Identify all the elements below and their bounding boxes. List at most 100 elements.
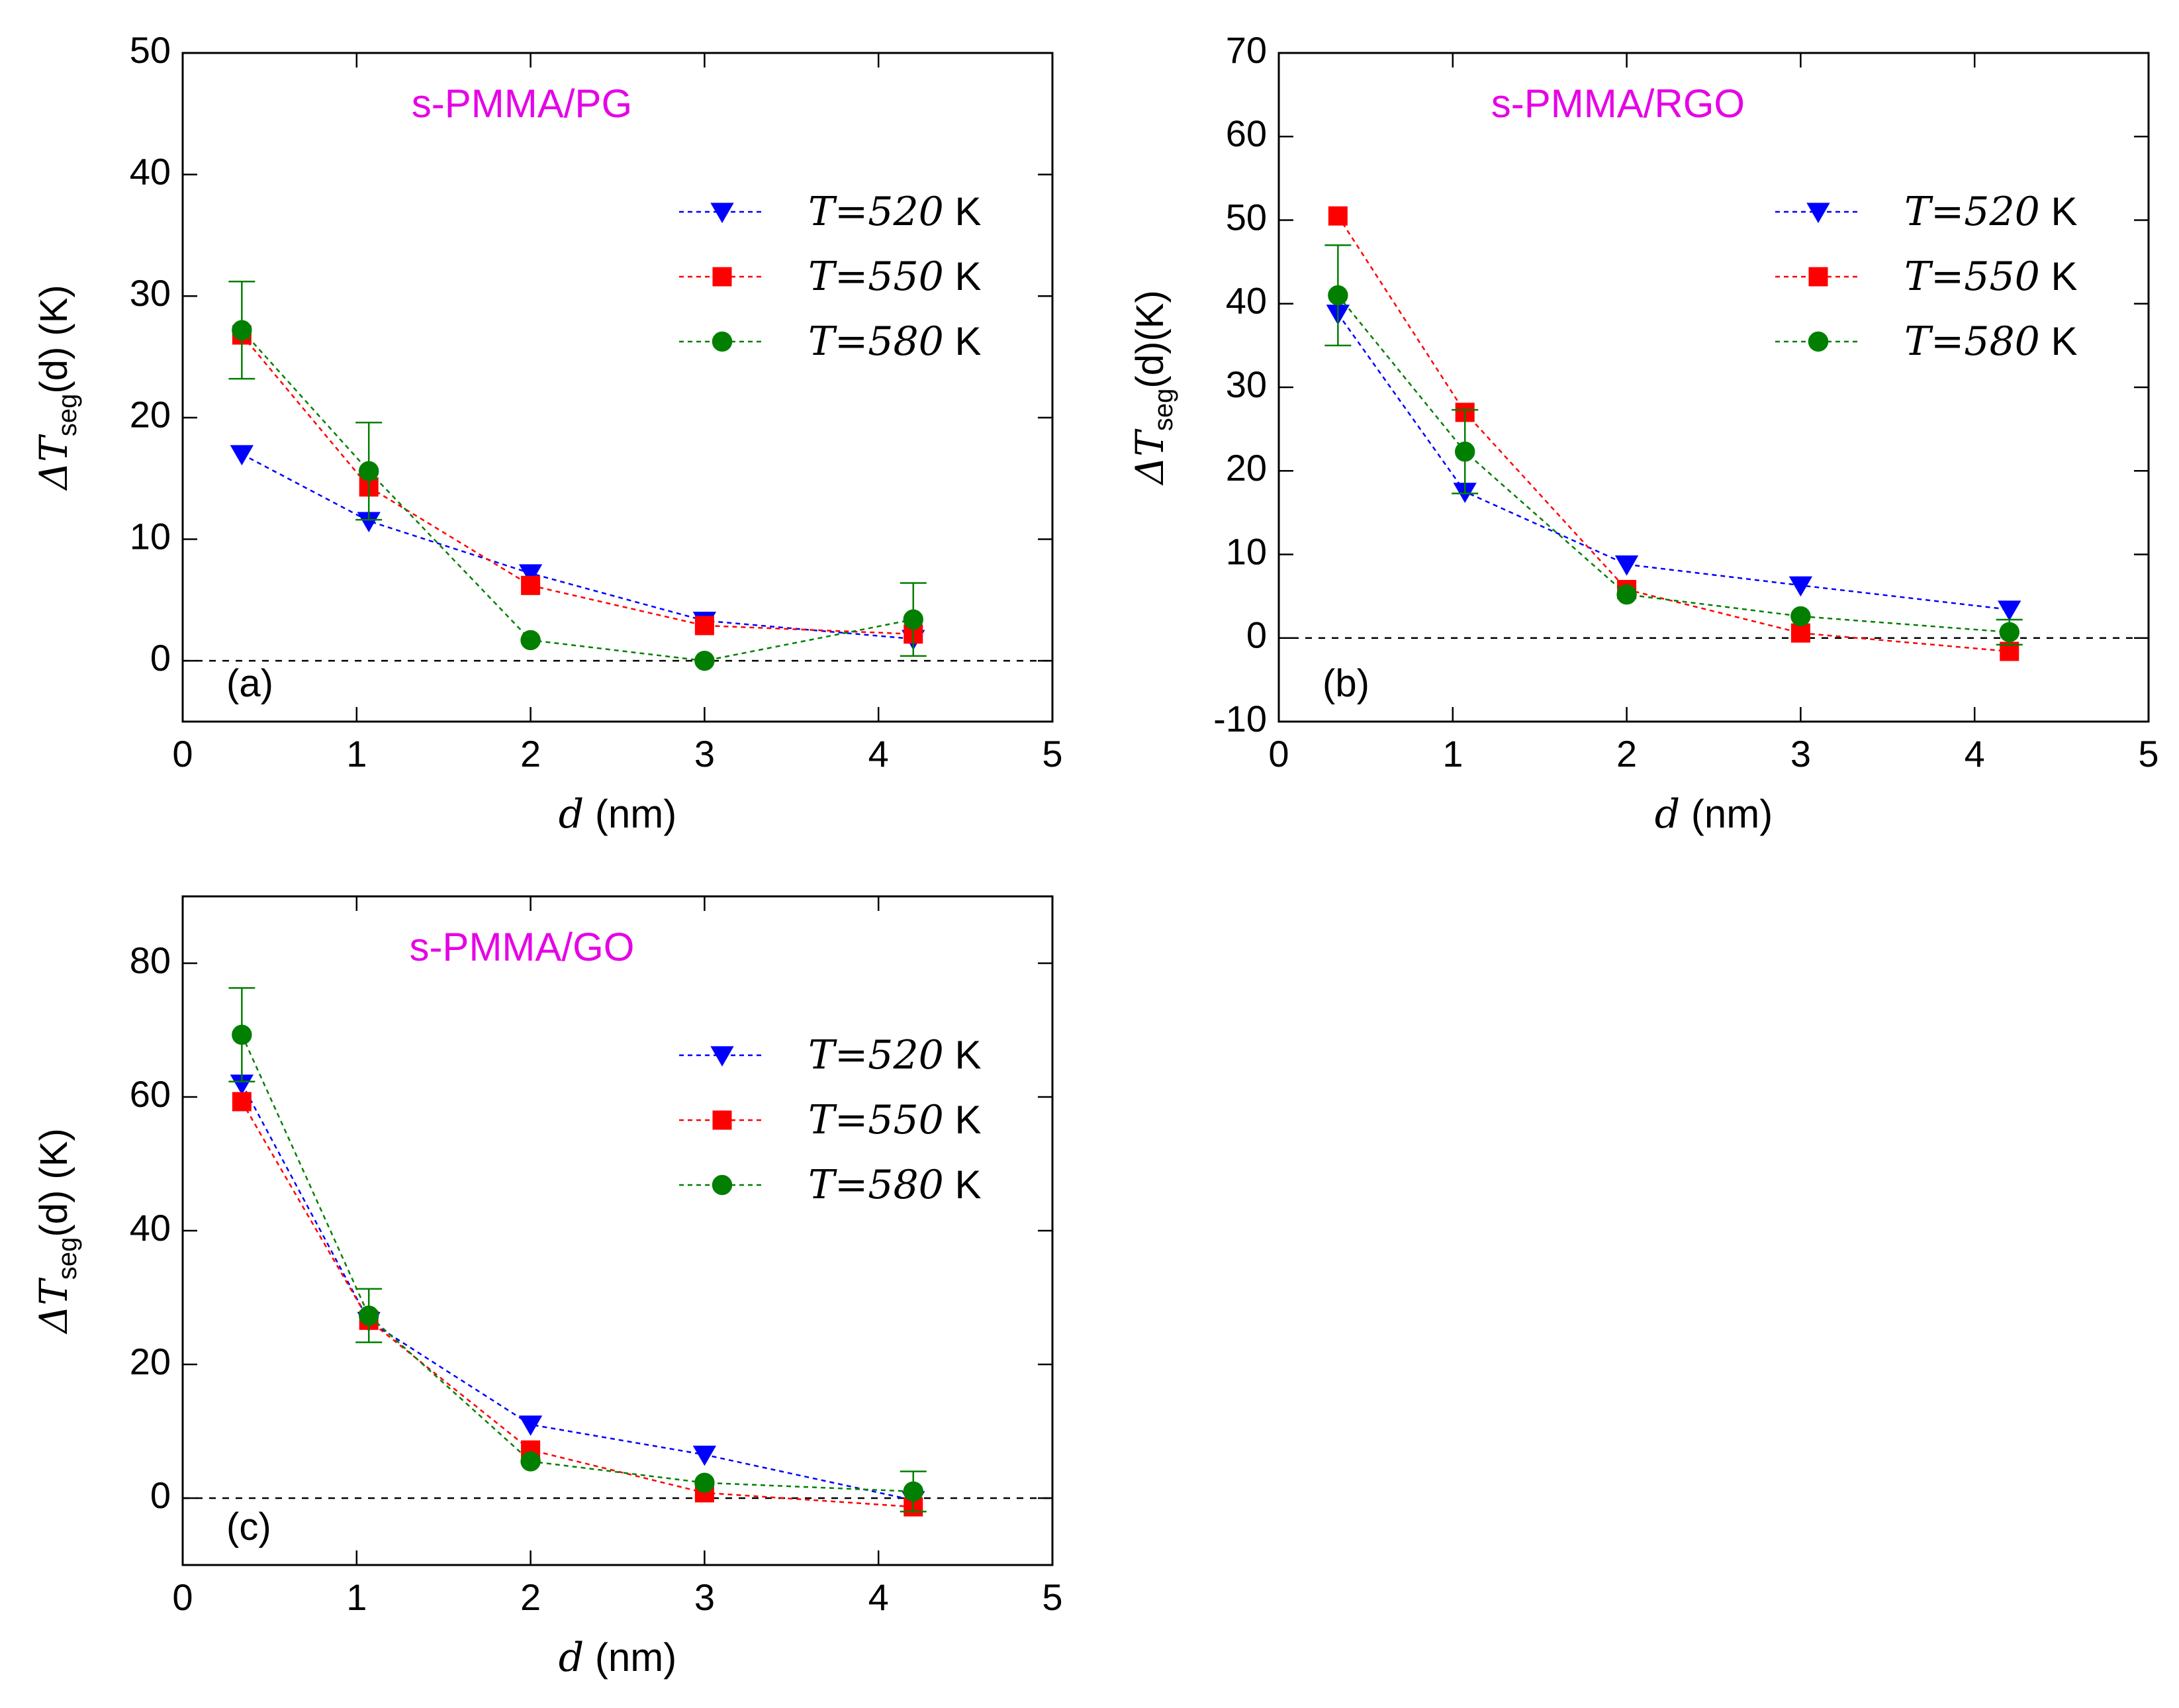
legend-label: T=520 K	[808, 1032, 982, 1078]
legend-label-part: =550	[835, 1097, 944, 1143]
y-tick-label: 70	[1226, 29, 1267, 71]
data-point	[521, 575, 541, 595]
series-line	[241, 329, 914, 662]
legend-label-part: T	[808, 1162, 837, 1208]
y-label-sub: seg	[1149, 389, 1178, 432]
data-point	[1328, 285, 1348, 306]
legend-label-part: T	[1904, 318, 1933, 365]
x-tick-label: 1	[1442, 733, 1463, 775]
legend-label-part: =550	[1931, 254, 2040, 300]
data-point	[520, 1451, 541, 1472]
legend: T=520 KT=550 KT=580 K	[679, 189, 982, 365]
y-tick-label: 0	[1246, 614, 1267, 656]
y-label-sub: seg	[53, 394, 82, 437]
legend: T=520 KT=550 KT=580 K	[1775, 189, 2078, 365]
plot-frame	[1277, 52, 2150, 723]
x-label-var: d	[1655, 791, 1680, 837]
y-tick-label: 40	[1226, 280, 1267, 322]
y-tick-label: 20	[130, 1341, 171, 1382]
legend-label: T=520 K	[808, 189, 982, 235]
series-square	[232, 325, 923, 644]
legend-marker	[712, 267, 732, 287]
x-tick-label: 2	[1616, 733, 1637, 775]
panel-label: (a)	[226, 662, 273, 705]
panel-annotation: s-PMMA/RGO	[1491, 81, 1745, 126]
y-tick-label: 10	[1226, 530, 1267, 572]
y-axis-label: ΔTseg(d) (K)	[31, 285, 82, 491]
x-tick-label: 4	[1965, 733, 1985, 775]
data-point	[230, 445, 254, 465]
legend-label-part: K	[2040, 189, 2078, 234]
y-tick-label: 20	[130, 394, 171, 436]
x-axis-label: d (nm)	[559, 1635, 676, 1681]
x-tick-label: 2	[520, 1576, 541, 1618]
y-tick-label: 10	[130, 515, 171, 557]
legend-label-part: T	[808, 254, 837, 300]
legend-marker	[1808, 267, 1828, 287]
data-point	[358, 1305, 379, 1326]
y-label-main: ΔT	[1127, 428, 1172, 486]
legend-label-part: T	[808, 1032, 837, 1078]
x-tick-label: 5	[1042, 1576, 1062, 1618]
legend-label-part: K	[944, 1162, 982, 1207]
series-line	[241, 453, 913, 640]
legend-marker	[712, 1110, 732, 1130]
data-point	[358, 461, 379, 481]
y-tick-label: 60	[1226, 113, 1267, 154]
data-point	[692, 1445, 717, 1466]
y-tick-label: 80	[130, 939, 171, 981]
x-label-var: d	[559, 1635, 584, 1681]
legend: T=520 KT=550 KT=580 K	[679, 1032, 982, 1208]
data-point	[1790, 623, 1810, 643]
legend-label-part: =520	[835, 1032, 944, 1078]
legend-label-part: T	[1904, 189, 1933, 235]
legend-label: T=550 K	[1904, 254, 2078, 300]
y-label-main: ΔT	[31, 1277, 76, 1335]
x-label-rest: (nm)	[584, 792, 676, 836]
x-tick-label: 1	[346, 1576, 367, 1618]
data-point	[520, 630, 541, 651]
data-point	[1999, 622, 2019, 643]
x-tick-label: 4	[868, 733, 889, 775]
panel-label: (c)	[226, 1505, 271, 1548]
data-point	[1998, 600, 2021, 621]
legend-label: T=580 K	[1904, 318, 2078, 365]
y-label-main: ΔT	[31, 434, 76, 491]
y-tick-label: 30	[130, 272, 171, 314]
series-circle	[228, 280, 927, 671]
x-label-rest: (nm)	[584, 1635, 676, 1680]
legend-label-part: K	[944, 1033, 982, 1077]
legend-marker	[712, 1174, 733, 1196]
x-tick-label: 1	[346, 733, 367, 775]
y-tick-label: 30	[1226, 363, 1267, 405]
y-tick-label: 0	[150, 1474, 171, 1516]
x-tick-label: 0	[1268, 733, 1289, 775]
legend-label-part: T	[808, 1097, 837, 1143]
y-tick-label: 60	[130, 1073, 171, 1115]
data-point	[1616, 584, 1637, 605]
x-tick-label: 4	[868, 1576, 889, 1618]
legend-label: T=550 K	[808, 1097, 982, 1143]
data-point	[1788, 576, 1813, 597]
y-tick-label: -10	[1213, 698, 1267, 739]
x-tick-label: 0	[172, 733, 193, 775]
data-point	[518, 564, 543, 585]
legend-marker	[1808, 331, 1829, 352]
y-tick-label: 50	[1226, 196, 1267, 238]
panel-annotation: s-PMMA/GO	[409, 925, 634, 969]
series-square	[232, 1092, 923, 1517]
y-label-sub: seg	[53, 1237, 82, 1280]
legend-label-part: K	[944, 1098, 982, 1142]
x-tick-label: 2	[520, 733, 541, 775]
legend-marker	[712, 331, 733, 352]
legend-marker	[710, 203, 734, 223]
data-point	[518, 1415, 543, 1436]
series-triangle-down	[230, 445, 925, 651]
x-tick-label: 0	[172, 1576, 193, 1618]
series-triangle-down	[1326, 305, 2021, 621]
x-label-var: d	[559, 791, 584, 837]
y-tick-label: 40	[130, 150, 171, 192]
